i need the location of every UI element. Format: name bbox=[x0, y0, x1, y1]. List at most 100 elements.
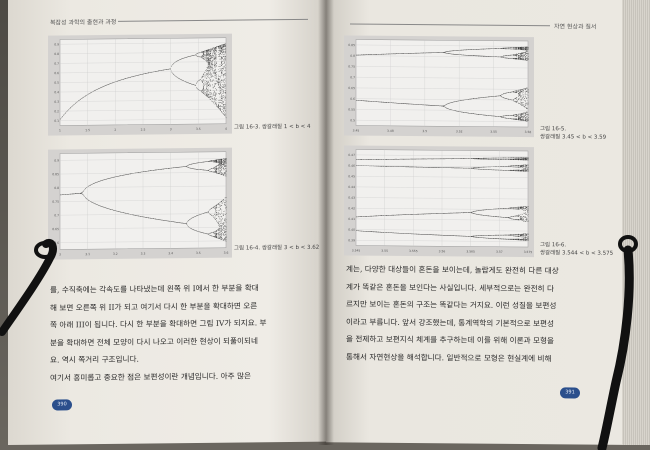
x-tick-label: 3.5 bbox=[196, 251, 201, 255]
bifurcation-figure-2: 0.9 0.85 0.8 0.75 0.7 0.65 0.6 3 3.1 3.2 3.3 3.4 3.5… bbox=[48, 147, 232, 260]
bifurcation-points bbox=[60, 43, 227, 120]
running-head-right: 자연 현상과 질서 bbox=[554, 23, 597, 31]
grid-line bbox=[356, 87, 528, 90]
x-tick-label: 3.1 bbox=[85, 252, 90, 256]
x-tick-label: 4 bbox=[225, 127, 227, 131]
x-tick-label: 3.545 bbox=[352, 249, 361, 253]
y-tick-label: 0.8 bbox=[54, 52, 59, 56]
header-rule bbox=[118, 18, 308, 22]
y-tick-label: 0.3 bbox=[54, 100, 59, 104]
x-tick-label: 3.3 bbox=[141, 252, 146, 256]
y-tick-label: 0.39 bbox=[348, 238, 355, 242]
paragraph-line: 르지만 보이는 혼돈의 구조는 똑같다는 거지요. 이런 성질을 보편성 bbox=[346, 299, 557, 311]
y-tick-label: 0.7 bbox=[54, 62, 59, 66]
running-head-left: 복잡성 과학의 출현과 과정 bbox=[50, 18, 117, 27]
bifurcation-plot-1: 0.9 0.8 0.7 0.6 0.5 0.4 0.3 0.2 0.1 1 1.5 2 2.5 3 3.5 4 bbox=[54, 37, 227, 132]
grid-line bbox=[356, 44, 528, 47]
y-tick-label: 0.43 bbox=[348, 196, 355, 200]
y-tick-label: 0.85 bbox=[52, 172, 59, 176]
figure-caption-3: 그림 16-5. 쌍갈래질 3.45 < b < 3.59 bbox=[540, 125, 606, 142]
x-tick-label: 3.57 bbox=[496, 250, 503, 254]
x-tick-label: 3.6 bbox=[224, 251, 229, 255]
x-tick-label: 3.5 bbox=[422, 129, 427, 133]
x-tick-label: 1 bbox=[59, 128, 61, 132]
y-tick-label: 0.4 bbox=[54, 90, 59, 94]
x-tick-label: 3.555 bbox=[409, 249, 418, 253]
y-tick-label: 0.65 bbox=[348, 86, 355, 90]
page-number-right: 391 bbox=[560, 387, 580, 399]
y-tick-label: 0.9 bbox=[54, 42, 59, 46]
y-tick-label: 0.55 bbox=[348, 108, 355, 112]
y-tick-label: 0.45 bbox=[348, 174, 355, 178]
left-page: 복잡성 과학의 출현과 과정 0.9 0.8 0.7 0.6 0.5 0.4 0.3 0.2 0… bbox=[8, 0, 326, 445]
bifurcation-plot-2: 0.9 0.85 0.8 0.75 0.7 0.65 0.6 3 3.1 3.2 3.3 3.4 3.5… bbox=[52, 151, 229, 256]
y-tick-label: 0.75 bbox=[348, 65, 355, 69]
x-tick-label: 3.5 bbox=[196, 127, 201, 131]
book-gutter-shadow bbox=[318, 0, 334, 445]
grid-line bbox=[356, 55, 528, 58]
bifurcation-figure-1: 0.9 0.8 0.7 0.6 0.5 0.4 0.3 0.2 0.1 1 1.5 2 2.5 3 3.5 4 bbox=[48, 33, 232, 136]
x-tick-label: 3.575 bbox=[524, 250, 533, 254]
y-tick-label: 0.5 bbox=[54, 81, 59, 85]
x-tick-label: 3.2 bbox=[113, 252, 118, 256]
bifurcation-plot-4: 0.47 0.46 0.45 0.44 0.43 0.42 0.41 0.40 0.39 3.54… bbox=[348, 149, 533, 254]
y-tick-label: 0.41 bbox=[348, 217, 355, 221]
y-tick-label: 0.8 bbox=[350, 54, 355, 58]
x-tick-label: 3.52 bbox=[456, 129, 463, 133]
paragraph-line: 여기서 흥미롭고 중요한 점은 보편성이란 개념입니다. 아주 많은 bbox=[50, 370, 251, 383]
x-tick-label: 3.45 bbox=[353, 129, 360, 133]
y-tick-label: 0.75 bbox=[52, 200, 59, 204]
y-tick-label: 0.47 bbox=[348, 153, 355, 157]
body-paragraph-right: 계는, 다양한 대상들이 혼돈을 보이는데, 놀랍게도 완전히 다른 대상 계가 … bbox=[346, 260, 628, 367]
y-tick-label: 0.6 bbox=[54, 241, 59, 245]
y-tick-label: 0.7 bbox=[350, 75, 355, 79]
x-tick-label: 3.56 bbox=[439, 249, 446, 253]
x-tick-label: 3.55 bbox=[490, 130, 497, 134]
y-tick-label: 0.1 bbox=[54, 119, 59, 123]
paragraph-line: 계는, 다양한 대상들이 혼돈을 보이는데, 놀랍게도 완전히 다른 대상 bbox=[346, 264, 559, 276]
y-tick-label: 0.6 bbox=[350, 97, 355, 101]
caption-line: 쌍갈래질 3.45 < b < 3.59 bbox=[540, 134, 607, 141]
page-stack-edge bbox=[622, 0, 650, 445]
figure-caption-1: 그림 16-3. 쌍갈래질 1 < b < 4 bbox=[234, 123, 311, 131]
y-tick-label: 0.85 bbox=[348, 43, 355, 47]
y-tick-label: 0.46 bbox=[348, 164, 355, 168]
y-tick-label: 0.2 bbox=[54, 109, 59, 113]
y-tick-label: 0.7 bbox=[54, 213, 59, 217]
x-tick-label: 3.565 bbox=[466, 250, 475, 254]
x-tick-label: 3.58 bbox=[525, 130, 532, 134]
bifurcation-figure-4: 0.47 0.46 0.45 0.44 0.43 0.42 0.41 0.40 0.39 3.54… bbox=[344, 145, 534, 258]
y-tick-label: 0.40 bbox=[348, 228, 355, 232]
paragraph-line: 통해서 자연현상을 해석합니다. 일반적으로 모형은 현실계에 비해 bbox=[346, 351, 552, 363]
body-paragraph-left: 를, 수직축에는 각속도를 나타냈는데 왼쪽 위 I에서 한 부분을 확대 해 보… bbox=[50, 279, 318, 387]
y-tick-label: 0.65 bbox=[52, 227, 59, 231]
y-tick-label: 0.6 bbox=[54, 71, 59, 75]
right-page: 자연 현상과 질서 0.85 0.8 0.75 0.7 0.65 0.6 0.55 0.5 3.… bbox=[326, 0, 636, 445]
x-tick-label: 2.5 bbox=[141, 128, 146, 132]
x-tick-label: 3.55 bbox=[381, 249, 388, 253]
paragraph-line: 을 전제하고 보편지식 체계를 추구하는데 이를 위해 이론과 모형을 bbox=[346, 334, 554, 346]
grid-line bbox=[356, 120, 528, 122]
header-rule bbox=[350, 23, 550, 27]
grid-line bbox=[356, 66, 528, 69]
grid-line bbox=[356, 109, 528, 112]
right-strap bbox=[597, 235, 638, 450]
page-number-left: 390 bbox=[52, 399, 72, 411]
y-tick-label: 0.9 bbox=[54, 159, 59, 163]
y-tick-label: 0.8 bbox=[54, 186, 59, 190]
bifurcation-plot-3: 0.85 0.8 0.75 0.7 0.65 0.6 0.55 0.5 3.45 3.48 3.5 3… bbox=[348, 39, 532, 134]
x-tick-label: 3 bbox=[59, 252, 61, 256]
y-tick-label: 0.5 bbox=[350, 118, 355, 122]
x-tick-label: 3.4 bbox=[168, 251, 173, 255]
y-tick-label: 0.44 bbox=[348, 185, 355, 189]
x-tick-label: 3 bbox=[170, 127, 172, 131]
figure-caption-2: 그림 16-4. 쌍갈래질 3 < b < 3.62 bbox=[234, 244, 320, 252]
x-tick-label: 3.48 bbox=[387, 129, 394, 133]
y-tick-label: 0.42 bbox=[348, 206, 355, 210]
left-strap bbox=[0, 239, 57, 336]
grid-line bbox=[356, 98, 528, 101]
x-tick-label: 2 bbox=[114, 128, 116, 132]
bifurcation-figure-3: 0.85 0.8 0.75 0.7 0.65 0.6 0.55 0.5 3.45 3.48 3.5 3… bbox=[344, 35, 534, 138]
grid-line bbox=[356, 77, 528, 79]
